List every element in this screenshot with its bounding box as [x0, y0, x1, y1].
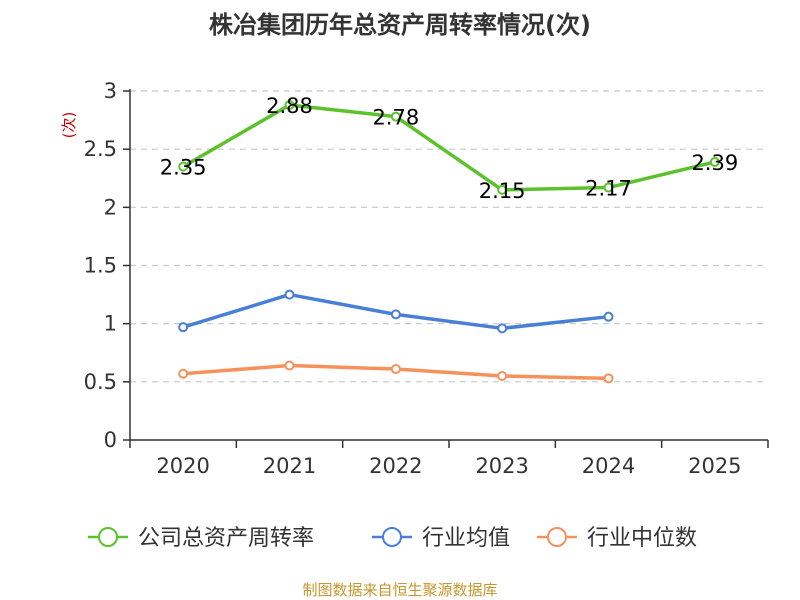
series-point-0-2021 [284, 99, 295, 110]
legend-item-0[interactable]: 公司总资产周转率 [88, 526, 314, 551]
series-1 [178, 289, 614, 334]
legend-item-1[interactable]: 行业均值 [372, 526, 510, 551]
series-point-1-2020 [178, 322, 189, 333]
series-point-0-2024 [603, 182, 614, 193]
series-point-2-2020 [178, 368, 189, 379]
chart-title: 株冶集团历年总资产周转率情况(次) [209, 11, 591, 39]
legend-label-0: 公司总资产周转率 [138, 526, 314, 551]
x-tick-label-2023: 2023 [475, 454, 528, 478]
y-tick-label-1: 0.5 [84, 370, 117, 394]
series-2 [178, 360, 614, 384]
legend-marker-2 [547, 527, 567, 547]
data-label-2020: 2.35 [160, 156, 207, 180]
x-tick-labels: 2020 2021 2022 2023 2024 2025 [156, 454, 741, 478]
series-point-1-2022 [390, 309, 401, 320]
x-tick-label-2022: 2022 [369, 454, 422, 478]
series-point-2-2024 [603, 373, 614, 384]
y-axis-label: (次) [60, 112, 78, 139]
series-point-2-2021 [284, 360, 295, 371]
data-label-2024: 2.17 [585, 177, 632, 201]
y-tick-label-2: 1 [104, 312, 117, 336]
x-tick-label-2021: 2021 [263, 454, 316, 478]
data-label-2023: 2.15 [479, 179, 526, 203]
y-tick-labels: 0 0.5 1 1.5 2 2.5 3 [84, 79, 117, 452]
legend-item-2[interactable]: 行业中位数 [537, 526, 697, 551]
series-point-2-2022 [390, 364, 401, 375]
series-point-0-2022 [390, 111, 401, 122]
series-point-1-2024 [603, 311, 614, 322]
y-tick-label-3: 1.5 [84, 254, 117, 278]
y-tick-label-0: 0 [104, 428, 117, 452]
series-point-1-2021 [284, 289, 295, 300]
series-line-0 [182, 103, 716, 192]
x-tick-label-2020: 2020 [156, 454, 209, 478]
legend[interactable]: 公司总资产周转率 行业均值 行业中位数 [88, 526, 697, 551]
grid-lines [130, 90, 768, 383]
data-label-2021: 2.88 [266, 94, 313, 118]
legend-label-2: 行业中位数 [587, 526, 697, 551]
y-tick-label-5: 2.5 [84, 137, 117, 161]
data-label-2025: 2.39 [691, 151, 738, 175]
series-point-0-2025 [709, 156, 720, 167]
axes [123, 89, 769, 448]
x-tick-label-2025: 2025 [688, 454, 741, 478]
series-point-2-2023 [497, 371, 508, 382]
legend-marker-1 [382, 527, 402, 547]
source-note: 制图数据来自恒生聚源数据库 [302, 581, 497, 599]
y-tick-label-4: 2 [104, 195, 117, 219]
series-point-0-2023 [497, 184, 508, 195]
series-point-1-2023 [497, 323, 508, 334]
legend-marker-0 [98, 527, 118, 547]
series-layer: 2.35 2.88 2.78 2.15 2.17 2.39 [160, 94, 738, 384]
series-point-0-2020 [178, 161, 189, 172]
legend-label-1: 行业均值 [422, 526, 510, 551]
x-tick-label-2024: 2024 [582, 454, 635, 478]
y-tick-label-6: 3 [104, 79, 117, 103]
series-0: 2.35 2.88 2.78 2.15 2.17 2.39 [160, 94, 738, 203]
data-label-2022: 2.78 [372, 106, 419, 130]
